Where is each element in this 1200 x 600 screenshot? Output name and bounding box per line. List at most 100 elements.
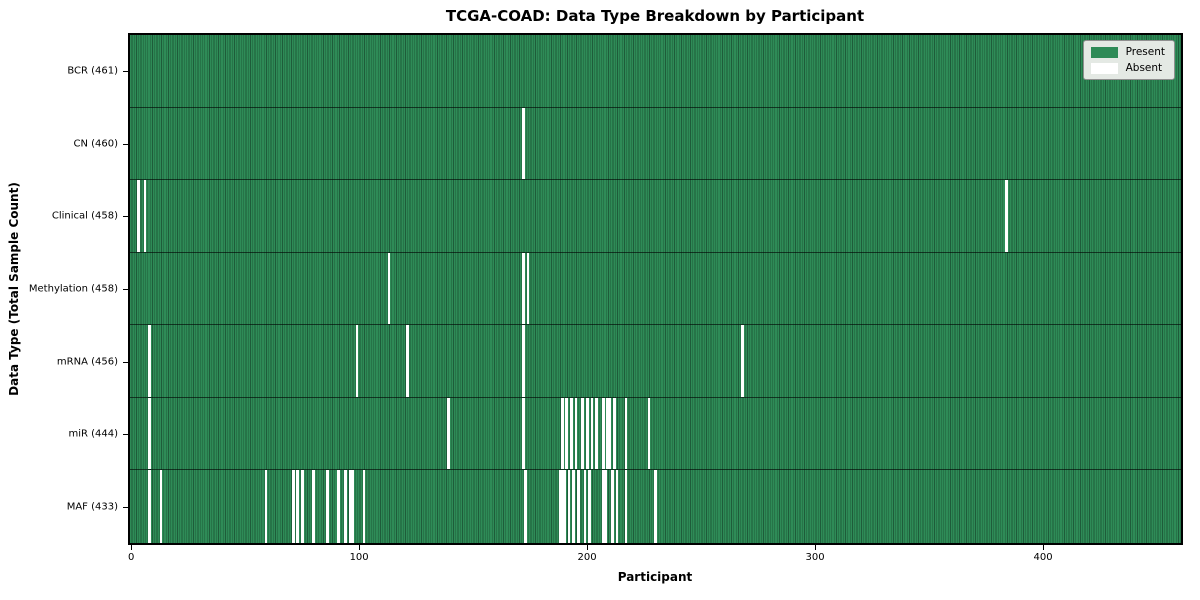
absent-bar xyxy=(590,397,594,470)
xtick-label-100: 100 xyxy=(349,552,369,563)
legend-absent-label: Absent xyxy=(1125,62,1163,74)
row-Methylation xyxy=(130,252,1181,326)
absent-bar xyxy=(740,325,744,397)
ytick-label-BCR: BCR (461) xyxy=(67,65,118,77)
absent-bar xyxy=(148,397,151,470)
ytick-mark xyxy=(123,361,128,363)
absent-bar xyxy=(572,470,575,543)
ytick-mark xyxy=(123,506,128,508)
ytick-mark xyxy=(123,434,128,436)
absent-bar xyxy=(522,325,525,397)
absent-bar xyxy=(567,470,571,543)
absent-bar xyxy=(362,470,366,543)
ytick-label-MAF: MAF (433) xyxy=(66,501,118,513)
absent-bar xyxy=(348,470,352,543)
absent-bar xyxy=(351,470,354,543)
absent-bar xyxy=(405,325,409,397)
xtick-mark xyxy=(815,545,817,550)
xtick-mark xyxy=(131,545,133,550)
chart-title: TCGA-COAD: Data Type Breakdown by Partic… xyxy=(445,7,865,25)
absent-bar xyxy=(296,470,300,543)
absent-bar xyxy=(560,397,564,470)
absent-bar xyxy=(526,252,530,325)
ytick-label-Clinical: Clinical (458) xyxy=(51,210,118,222)
absent-bar xyxy=(647,397,651,470)
absent-bar xyxy=(585,397,589,470)
absent-bar xyxy=(583,470,587,543)
legend-item-absent: Absent xyxy=(1090,62,1165,74)
absent-bar xyxy=(148,325,151,397)
absent-bar xyxy=(595,397,598,470)
xtick-label-300: 300 xyxy=(805,552,825,563)
absent-bar xyxy=(446,397,450,470)
xtick-label-400: 400 xyxy=(1033,552,1053,563)
present-swatch xyxy=(1090,46,1118,58)
absent-bar xyxy=(337,470,341,543)
legend: Present Absent xyxy=(1082,40,1175,80)
absent-bar xyxy=(613,397,616,470)
absent-bar xyxy=(560,470,564,543)
plot-area: Present Absent xyxy=(128,33,1183,545)
row-BCR xyxy=(130,35,1181,108)
absent-swatch xyxy=(1090,62,1118,74)
row-CN xyxy=(130,107,1181,181)
absent-bar xyxy=(654,470,658,543)
row-MAF xyxy=(130,470,1181,543)
ytick-label-Methylation: Methylation (458) xyxy=(28,283,118,295)
absent-bar xyxy=(570,397,573,470)
absent-bar xyxy=(264,470,268,543)
absent-bar xyxy=(355,325,359,397)
absent-bar xyxy=(574,397,578,470)
absent-bar xyxy=(344,470,347,543)
absent-bar xyxy=(606,397,610,470)
ytick-label-miR: miR (444) xyxy=(68,428,118,440)
absent-bar xyxy=(563,470,566,543)
absent-bar xyxy=(615,470,619,543)
legend-present-label: Present xyxy=(1125,46,1165,58)
row-mRNA xyxy=(130,325,1181,398)
absent-bar xyxy=(387,252,391,325)
absent-bar xyxy=(601,470,605,543)
row-miR xyxy=(130,397,1181,471)
absent-bar xyxy=(581,397,585,470)
x-axis-label: Participant xyxy=(617,570,693,584)
row-Clinical xyxy=(130,180,1181,253)
absent-bar xyxy=(611,470,614,543)
ytick-mark xyxy=(123,289,128,290)
absent-bar xyxy=(524,470,528,543)
absent-bar xyxy=(1005,180,1009,252)
ytick-mark xyxy=(123,71,128,73)
absent-bar xyxy=(291,470,295,543)
absent-bar xyxy=(576,470,580,543)
absent-bar xyxy=(522,252,525,325)
xtick-mark xyxy=(359,545,361,550)
absent-bar xyxy=(588,470,591,543)
absent-bar xyxy=(148,470,151,543)
ytick-label-mRNA: mRNA (456) xyxy=(56,356,118,368)
xtick-mark xyxy=(1043,545,1045,550)
absent-bar xyxy=(136,180,140,252)
ytick-mark xyxy=(123,216,128,218)
absent-bar xyxy=(624,397,628,470)
absent-bar xyxy=(604,470,607,543)
ytick-mark xyxy=(123,143,128,145)
heatmap-rows xyxy=(130,35,1181,543)
xtick-mark xyxy=(587,545,589,550)
absent-bar xyxy=(143,180,147,252)
xtick-label-200: 200 xyxy=(577,552,597,563)
absent-bar xyxy=(522,107,525,180)
absent-bar xyxy=(624,470,628,543)
absent-bar xyxy=(312,470,316,543)
xtick-label-0: 0 xyxy=(127,552,135,563)
ytick-label-CN: CN (460) xyxy=(73,138,118,150)
absent-bar xyxy=(159,470,163,543)
absent-bar xyxy=(558,470,562,543)
absent-bar xyxy=(326,470,329,543)
absent-bar xyxy=(300,470,304,543)
legend-item-present: Present xyxy=(1090,46,1165,58)
absent-bar xyxy=(565,397,569,470)
absent-bar xyxy=(601,397,605,470)
absent-bar xyxy=(522,397,525,470)
absent-bar xyxy=(608,397,612,470)
